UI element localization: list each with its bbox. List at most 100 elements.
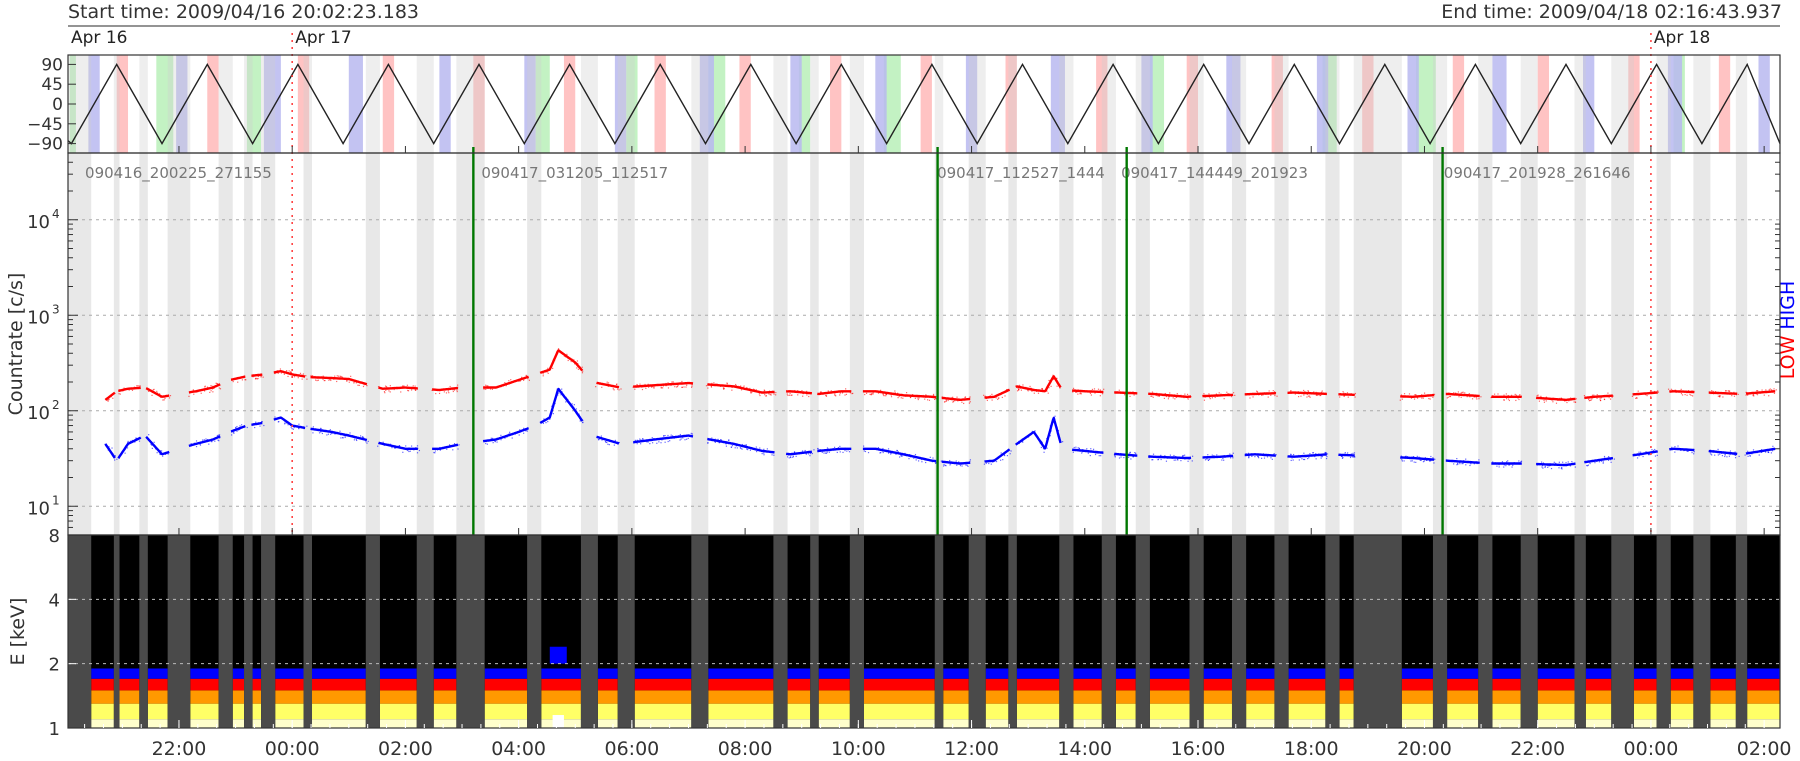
data-point xyxy=(439,449,441,451)
data-point xyxy=(1080,392,1082,394)
data-point xyxy=(1100,455,1102,457)
data-point xyxy=(1401,459,1403,461)
spectrogram-band xyxy=(1633,719,1657,728)
data-point xyxy=(1114,455,1116,457)
data-point xyxy=(917,398,919,401)
data-point xyxy=(734,447,736,449)
data-point xyxy=(1456,457,1458,460)
data-point xyxy=(888,452,890,454)
data-point xyxy=(438,392,441,395)
spectrogram-band xyxy=(1447,703,1479,720)
data-point xyxy=(806,394,808,396)
spectrogram-band xyxy=(1203,703,1232,720)
data-point xyxy=(339,430,341,432)
data-point xyxy=(763,389,765,391)
data-point xyxy=(1077,447,1079,449)
rate-ytick-label: 10 xyxy=(27,212,50,233)
data-point xyxy=(682,437,684,439)
data-point xyxy=(1353,452,1356,454)
data-point xyxy=(795,455,797,457)
data-gap-band xyxy=(1656,153,1671,535)
data-point xyxy=(1075,391,1077,393)
orbit-ytick-label: 0 xyxy=(52,95,63,115)
file-label: 090416_200225_271155 xyxy=(85,164,272,183)
data-point xyxy=(519,429,521,431)
orbit-band-red xyxy=(473,55,485,153)
data-point xyxy=(763,454,765,456)
data-point xyxy=(239,425,241,427)
data-point xyxy=(389,385,391,387)
spectrogram-band xyxy=(1492,678,1521,691)
data-point xyxy=(1320,455,1322,458)
data-point xyxy=(1638,451,1640,453)
spectrogram-band xyxy=(1401,668,1433,679)
data-point xyxy=(775,391,777,394)
spectrogram-band xyxy=(1246,703,1275,720)
data-point xyxy=(1354,456,1356,458)
orbit-band-red xyxy=(116,55,129,153)
data-point xyxy=(320,428,322,430)
spectrogram-band xyxy=(597,663,618,669)
data-point xyxy=(717,438,719,440)
data-point xyxy=(1498,464,1500,466)
spectrogram-band xyxy=(863,690,935,704)
data-point xyxy=(1354,392,1357,395)
time-tick-label: 14:00 xyxy=(1057,738,1112,760)
spectrogram-gap xyxy=(1059,535,1074,728)
data-point xyxy=(1536,395,1538,397)
orbit-gap xyxy=(691,55,709,153)
data-point xyxy=(1001,396,1003,399)
data-point xyxy=(1631,395,1634,397)
data-point xyxy=(983,394,985,396)
data-point xyxy=(690,386,693,388)
data-point xyxy=(639,438,641,440)
data-point xyxy=(1230,457,1232,459)
data-point xyxy=(362,436,365,439)
data-point xyxy=(826,447,829,449)
data-point xyxy=(1234,394,1236,396)
data-point xyxy=(131,389,134,391)
data-point xyxy=(456,389,458,391)
data-point xyxy=(1321,455,1324,458)
spectrogram-band xyxy=(818,690,850,704)
spectrogram-band xyxy=(433,703,457,720)
data-point xyxy=(1400,394,1403,396)
data-point xyxy=(770,394,772,396)
data-point xyxy=(616,388,619,390)
data-point xyxy=(1003,454,1006,456)
data-point xyxy=(211,388,214,390)
data-point xyxy=(1203,393,1205,395)
data-point xyxy=(1290,454,1292,456)
data-point xyxy=(1204,459,1207,461)
data-point xyxy=(1324,451,1326,454)
spec-ytick-label: 4 xyxy=(49,590,60,611)
data-point xyxy=(1046,390,1048,392)
data-point xyxy=(485,388,487,391)
data-point xyxy=(1469,396,1471,398)
data-point xyxy=(1566,401,1568,404)
data-point xyxy=(1690,394,1692,396)
data-point xyxy=(448,392,450,394)
data-point xyxy=(899,456,901,458)
data-point xyxy=(723,388,725,390)
data-point xyxy=(581,366,583,368)
data-point xyxy=(1118,457,1121,459)
data-point xyxy=(434,452,436,454)
data-point xyxy=(879,452,881,454)
time-tick-label: 22:00 xyxy=(152,738,207,760)
data-point xyxy=(1054,415,1056,417)
data-point xyxy=(833,446,836,448)
data-point xyxy=(457,384,459,386)
spectrogram-band xyxy=(541,703,581,720)
spectrogram-band xyxy=(232,719,245,728)
orbit-band-red xyxy=(739,55,751,153)
spectrogram-band xyxy=(484,663,528,669)
spectrogram-band xyxy=(1115,690,1136,704)
data-point xyxy=(1560,397,1562,399)
data-point xyxy=(1075,446,1077,448)
data-point xyxy=(334,375,336,377)
spectrogram-band xyxy=(1339,668,1354,679)
orbit-band-blue xyxy=(965,55,978,153)
data-point xyxy=(1646,394,1648,397)
